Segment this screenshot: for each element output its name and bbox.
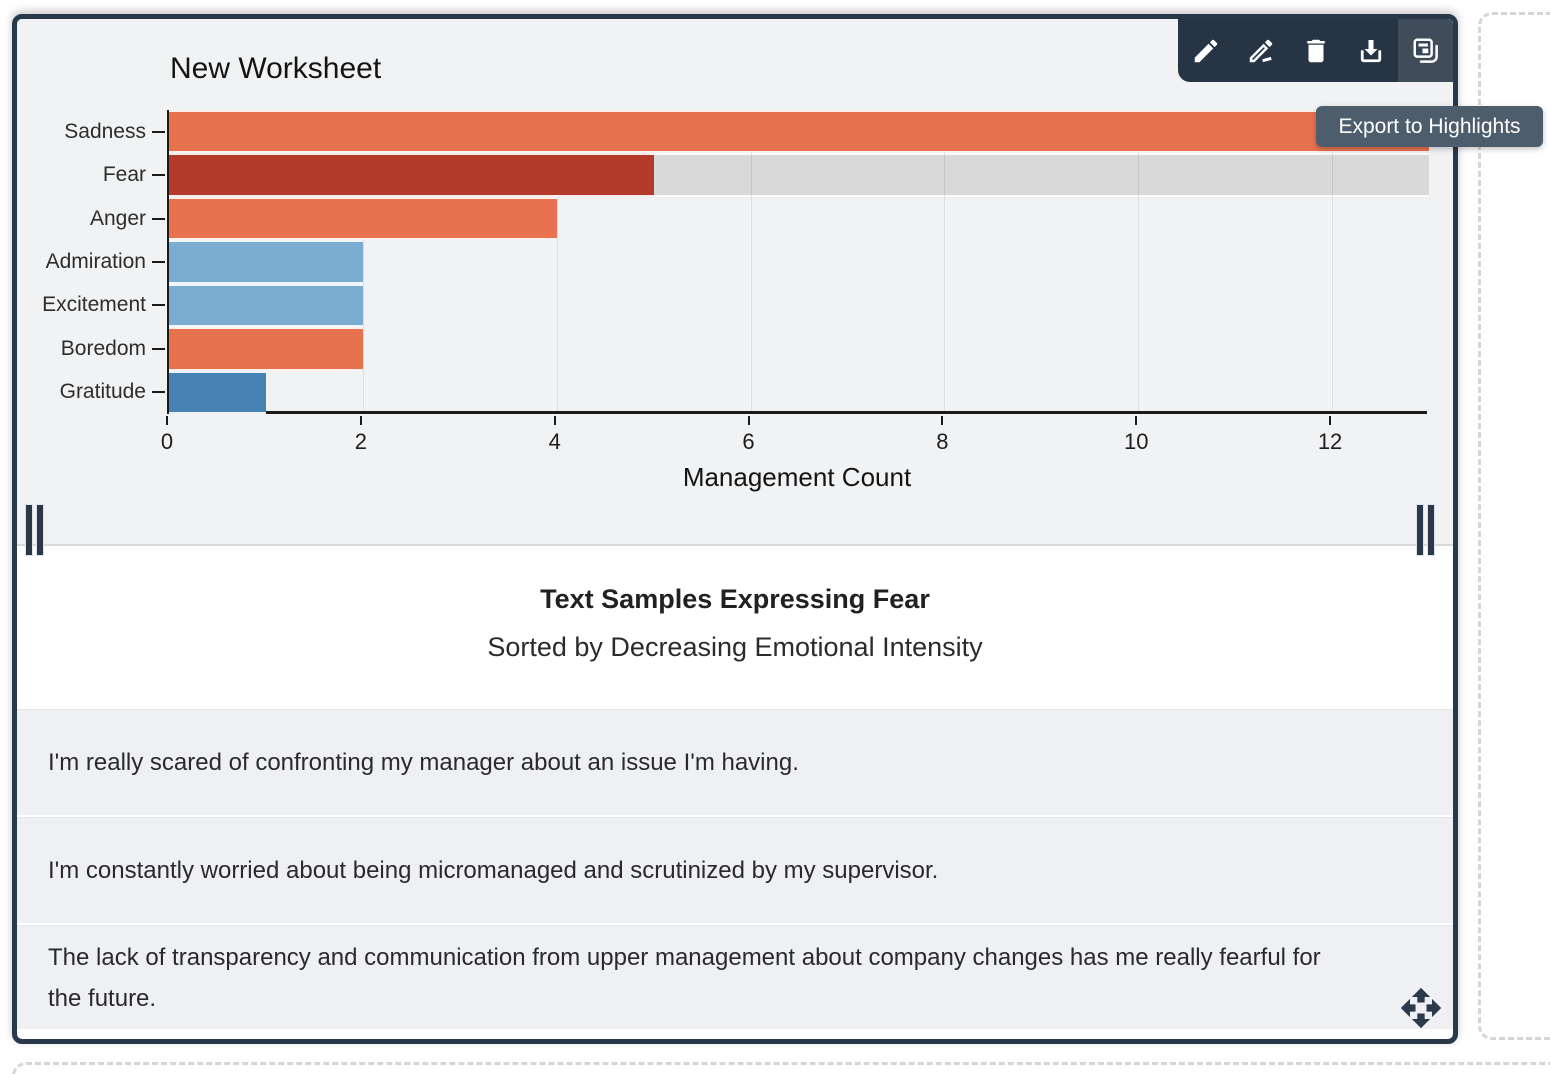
- y-label-text: Fear: [102, 163, 146, 187]
- download-icon: [1360, 39, 1381, 62]
- x-axis-label: Management Count: [682, 462, 912, 492]
- x-tick-mark: [553, 416, 556, 425]
- draw-button[interactable]: [1233, 19, 1288, 82]
- gridline: [1332, 110, 1334, 411]
- y-label-text: Excitement: [42, 293, 146, 317]
- chart-section: New Worksheet Sadness Fear Anger Admiration…: [17, 19, 1453, 546]
- y-label-text: Admiration: [45, 250, 146, 273]
- export-to-highlights-button[interactable]: [1398, 19, 1453, 82]
- x-tick-label: 0: [160, 429, 174, 454]
- x-tick-label: 12: [1317, 429, 1343, 454]
- export-to-highlights-icon: [1413, 38, 1438, 63]
- handle-bar: [26, 505, 32, 555]
- edit-button[interactable]: [1178, 19, 1233, 82]
- handle-bar: [37, 505, 43, 555]
- bar-fear[interactable]: [169, 153, 654, 197]
- y-tick-mark: [152, 217, 165, 220]
- empty-slot-bottom: [12, 1062, 1550, 1074]
- text-sample: I'm really scared of confronting my mana…: [48, 749, 799, 776]
- y-label-text: Gratitude: [59, 380, 146, 404]
- bar-sadness[interactable]: [169, 110, 1429, 154]
- resize-handle-right[interactable]: [1417, 505, 1434, 555]
- x-tick-mark: [166, 416, 168, 425]
- delete-button[interactable]: [1288, 19, 1343, 82]
- y-tick-mark: [152, 174, 165, 177]
- bar-anger[interactable]: [169, 196, 557, 241]
- y-tick-mark: [152, 304, 165, 307]
- x-tick-mark: [941, 416, 944, 425]
- y-axis-labels: Sadness Fear Anger Admiration Excitement Bore…: [17, 110, 165, 414]
- samples-heading: Text Samples Expressing Fear: [540, 584, 930, 614]
- gridline: [944, 110, 946, 411]
- move-arrows-icon: [1400, 987, 1442, 1029]
- x-tick-mark: [359, 416, 362, 425]
- handle-bar: [1417, 505, 1423, 555]
- x-tick-label: 4: [548, 429, 561, 454]
- bar-excitement[interactable]: [169, 283, 363, 328]
- bar-admiration[interactable]: [169, 240, 363, 284]
- tooltip-export-to-highlights: Export to Highlights: [1316, 106, 1543, 147]
- gridline: [1138, 110, 1140, 411]
- pencil-icon: [1194, 39, 1217, 62]
- x-tick-mark: [1329, 416, 1332, 425]
- text-sample-row[interactable]: I'm constantly worried about being micro…: [17, 817, 1453, 923]
- gridline: [362, 110, 364, 411]
- text-samples-section: Text Samples Expressing Fear Sorted by D…: [17, 548, 1453, 1029]
- y-tick-mark: [152, 347, 165, 350]
- y-tick-mark: [152, 261, 165, 263]
- x-tick-label: 6: [742, 429, 755, 454]
- y-tick-mark: [152, 391, 165, 394]
- samples-subheading: Sorted by Decreasing Emotional Intensity: [487, 632, 983, 662]
- x-tick-mark: [747, 416, 750, 425]
- draw-pencil-icon: [1249, 39, 1272, 62]
- y-label-text: Boredom: [60, 336, 146, 360]
- x-tick-mark: [1135, 416, 1138, 425]
- bar-boredom[interactable]: [169, 327, 363, 371]
- samples-list: I'm really scared of confronting my mana…: [17, 709, 1453, 1029]
- download-button[interactable]: [1343, 19, 1398, 82]
- text-sample: I'm constantly worried about being micro…: [48, 857, 939, 884]
- y-label-text: Anger: [89, 206, 146, 230]
- x-axis-ticks: 0 2 4 6 8 10 12: [161, 413, 1427, 465]
- y-label-text: Sadness: [64, 119, 146, 143]
- y-tick-mark: [152, 130, 165, 133]
- bar-chart[interactable]: [167, 110, 1429, 414]
- move-handle[interactable]: [1399, 986, 1443, 1030]
- gridline: [750, 110, 752, 411]
- empty-slot-right: [1478, 12, 1550, 1040]
- trash-icon: [1306, 39, 1325, 62]
- x-tick-label: 10: [1123, 429, 1149, 454]
- text-sample: The lack of transparency and communicati…: [48, 943, 1321, 1012]
- worksheet-title: New Worksheet: [170, 52, 382, 85]
- x-tick-label: 8: [936, 429, 949, 454]
- text-sample-row[interactable]: The lack of transparency and communicati…: [17, 925, 1453, 1029]
- x-tick-label: 2: [354, 429, 367, 454]
- text-sample-row[interactable]: I'm really scared of confronting my mana…: [17, 709, 1453, 815]
- card-toolbar: [1178, 19, 1453, 82]
- handle-bar: [1428, 505, 1434, 555]
- worksheet-card: New Worksheet Sadness Fear Anger Admiration…: [12, 14, 1458, 1044]
- bar-gratitude[interactable]: [169, 370, 266, 414]
- gridline: [556, 110, 558, 411]
- resize-handle-left[interactable]: [26, 505, 43, 555]
